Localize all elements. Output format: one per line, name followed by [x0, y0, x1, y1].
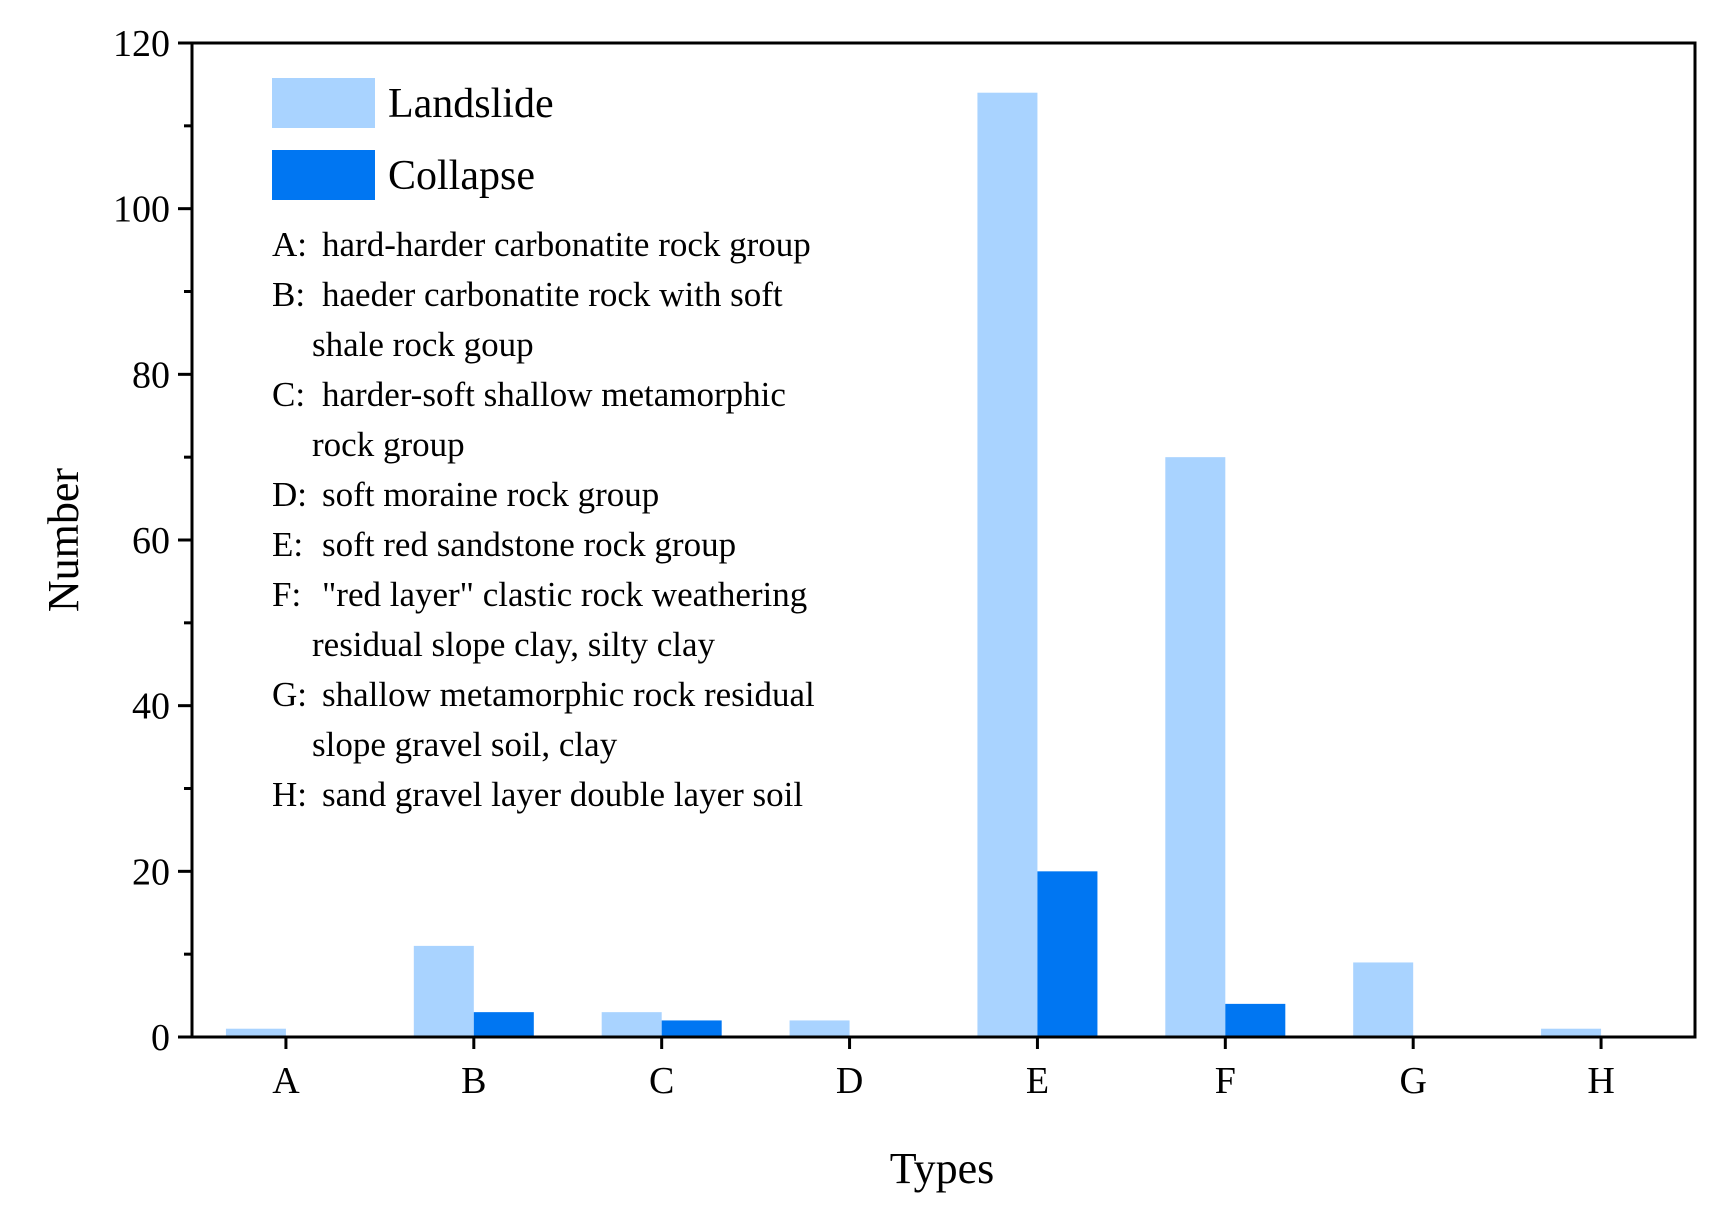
bar-collapse-f	[1225, 1003, 1286, 1037]
x-tick-label-f: F	[1215, 1060, 1236, 1102]
note-text-g: shallow metamorphic rock residual	[322, 675, 815, 714]
ticks-layer: 0 20 40 60 80 100 120 A B C D E F G H	[113, 23, 1615, 1102]
bar-landslide-h	[1541, 1028, 1602, 1037]
note-key-a: A:	[272, 225, 307, 264]
note-key-f: F:	[272, 575, 301, 614]
bar-landslide-b	[413, 945, 474, 1037]
note-text-b: shale rock goup	[312, 325, 534, 364]
legend-swatch-collapse	[272, 150, 375, 200]
x-tick-label-b: B	[461, 1060, 486, 1102]
x-axis-title: Types	[890, 1144, 994, 1193]
legend-label-landslide: Landslide	[388, 81, 554, 127]
x-tick-label-h: H	[1587, 1060, 1614, 1102]
bar-landslide-c	[601, 1012, 662, 1037]
y-tick-label: 120	[113, 23, 170, 65]
note-text-c: harder-soft shallow metamorphic	[322, 375, 786, 414]
x-tick-label-a: A	[272, 1060, 300, 1102]
note-text-c: rock group	[312, 425, 465, 464]
note-key-b: B:	[272, 275, 305, 314]
note-text-d: soft moraine rock group	[322, 475, 659, 514]
y-tick-label: 40	[132, 686, 170, 728]
y-tick-label: 80	[132, 354, 170, 396]
y-axis-title: Number	[39, 468, 88, 613]
legend-swatch-landslide	[272, 78, 375, 128]
note-text-b: haeder carbonatite rock with soft	[322, 275, 783, 314]
bar-collapse-b	[473, 1012, 534, 1037]
bar-collapse-e	[1037, 871, 1098, 1037]
legend-label-collapse: Collapse	[388, 153, 535, 199]
bar-landslide-e	[977, 92, 1038, 1037]
y-tick-label: 60	[132, 520, 170, 562]
x-tick-label-e: E	[1026, 1060, 1049, 1102]
y-tick-label: 20	[132, 851, 170, 893]
type-descriptions: A: hard-harder carbonatite rock group B: ha…	[272, 225, 815, 814]
x-tick-label-g: G	[1399, 1060, 1426, 1102]
y-tick-label: 0	[151, 1017, 170, 1059]
note-text-h: sand gravel layer double layer soil	[322, 775, 803, 814]
bar-landslide-f	[1165, 457, 1226, 1038]
note-text-e: soft red sandstone rock group	[322, 525, 736, 564]
bar-landslide-a	[225, 1028, 286, 1037]
note-key-g: G:	[272, 675, 307, 714]
note-text-a: hard-harder carbonatite rock group	[322, 225, 811, 264]
note-text-f: residual slope clay, silty clay	[312, 625, 716, 664]
bar-landslide-d	[789, 1020, 850, 1037]
note-text-f: "red layer" clastic rock weathering	[322, 575, 807, 614]
x-tick-label-d: D	[836, 1060, 863, 1102]
bar-collapse-c	[661, 1020, 722, 1037]
note-text-g: slope gravel soil, clay	[312, 725, 618, 764]
y-tick-label: 100	[113, 189, 170, 231]
note-key-d: D:	[272, 475, 307, 514]
note-key-e: E:	[272, 525, 303, 564]
note-key-c: C:	[272, 375, 305, 414]
note-key-h: H:	[272, 775, 307, 814]
bar-landslide-g	[1353, 962, 1414, 1037]
legend: Landslide Collapse	[272, 78, 554, 200]
bars-layer	[225, 92, 1602, 1038]
x-tick-label-c: C	[649, 1060, 674, 1102]
